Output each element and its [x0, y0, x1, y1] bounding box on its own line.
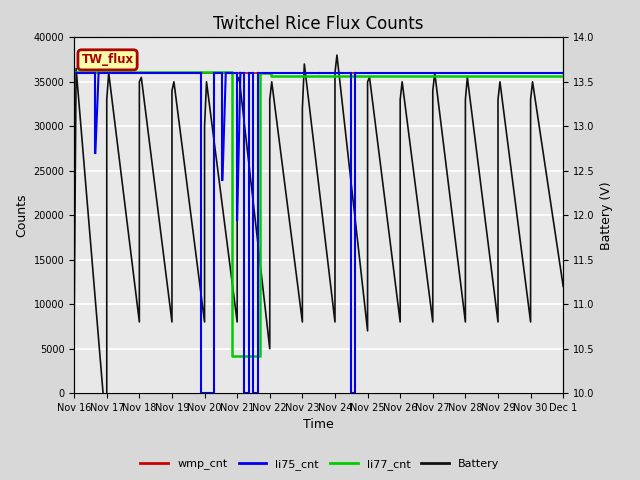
Legend: wmp_cnt, li75_cnt, li77_cnt, Battery: wmp_cnt, li75_cnt, li77_cnt, Battery: [136, 455, 504, 474]
X-axis label: Time: Time: [303, 419, 334, 432]
Text: TW_flux: TW_flux: [81, 53, 134, 66]
Title: Twitchel Rice Flux Counts: Twitchel Rice Flux Counts: [213, 15, 424, 33]
Y-axis label: Counts: Counts: [15, 193, 28, 237]
Y-axis label: Battery (V): Battery (V): [600, 181, 613, 250]
